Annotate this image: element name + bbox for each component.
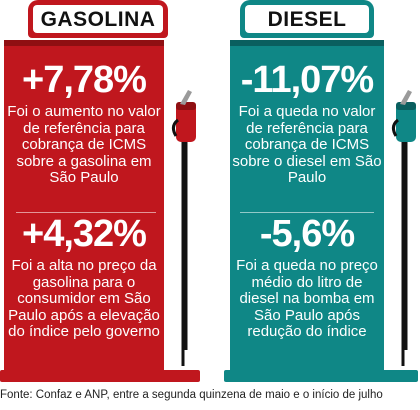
fuel-nozzle-icon [391, 90, 416, 366]
diesel-stat1: -11,07% Foi a queda no valor de referênc… [230, 60, 384, 187]
gasolina-base [0, 370, 200, 382]
gasolina-stat1-value: +7,78% [22, 59, 147, 101]
diesel-stat2-text: Foi a queda no preço médio do litro de d… [236, 257, 378, 340]
diesel-stat1-text: Foi a queda no valor de referência para … [232, 103, 382, 186]
diesel-title: DIESEL [267, 8, 347, 31]
gasolina-stat2-text: Foi a alta no preço da gasolina para o c… [8, 257, 160, 340]
diesel-body-shade [230, 40, 384, 46]
diesel-cap-inner [245, 5, 369, 33]
diesel-body [230, 40, 384, 374]
diesel-stat1-value: -11,07% [240, 59, 374, 101]
gasolina-pump: GASOLINA +7,78% Foi o aumento no valor d… [0, 0, 200, 385]
gasolina-body-shade [4, 40, 164, 46]
diesel-separator [240, 212, 374, 213]
gasolina-stat1: +7,78% Foi o aumento no valor de referên… [6, 60, 162, 187]
diesel-stat2-value: -5,6% [259, 213, 355, 255]
gasolina-cap-inner [33, 5, 163, 33]
diesel-stat2: -5,6% Foi a queda no preço médio do litr… [230, 214, 384, 341]
gasolina-stat2-value: +4,32% [22, 213, 147, 255]
diesel-base [224, 370, 418, 382]
gasolina-title: GASOLINA [40, 8, 156, 31]
diesel-pump: DIESEL -11,07% Foi a queda no valor de r… [224, 0, 420, 385]
gasolina-separator [16, 212, 156, 213]
gasolina-stat2: +4,32% Foi a alta no preço da gasolina p… [6, 214, 162, 341]
fuel-nozzle-icon [171, 90, 196, 366]
gasolina-body [4, 40, 164, 374]
gasolina-stat1-text: Foi o aumento no valor de referência par… [7, 103, 161, 186]
source-footnote: Fonte: Confaz e ANP, entre a segunda qui… [0, 389, 383, 401]
